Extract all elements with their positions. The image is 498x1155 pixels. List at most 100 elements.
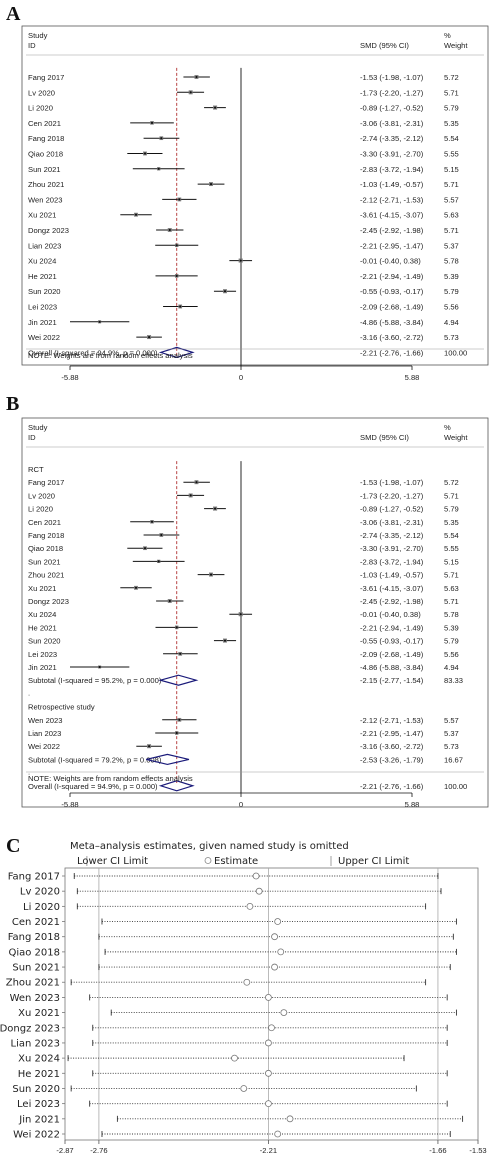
study-ci-text: -2.83 (-3.72, -1.94) <box>360 165 424 174</box>
study-ci-text: -1.03 (-1.49, -0.57) <box>360 571 424 580</box>
study-weight: 5.37 <box>444 729 459 738</box>
study-label: Fang 2017 <box>28 478 64 487</box>
study-weight: 5.71 <box>444 226 459 235</box>
study-point-estimate <box>148 336 151 339</box>
study-ci-text: -3.61 (-4.15, -3.07) <box>360 211 424 220</box>
study-label: He 2021 <box>28 623 57 632</box>
study-label: He 2021 <box>18 1069 60 1080</box>
study-weight: 5.71 <box>444 571 459 580</box>
separator-dot: . <box>28 688 30 697</box>
study-weight: 5.71 <box>444 180 459 189</box>
subtotal-rct-label: Subtotal (I-squared = 95.2%, p = 0.000) <box>28 676 162 685</box>
study-label: Fang 2017 <box>28 73 64 82</box>
study-weight: 5.78 <box>444 610 459 619</box>
study-weight: 5.15 <box>444 557 459 566</box>
study-point-estimate <box>150 520 154 523</box>
study-weight: 5.54 <box>444 134 459 143</box>
study-weight: 5.73 <box>444 742 459 751</box>
study-ci-text: -1.53 (-1.98, -1.07) <box>360 73 424 82</box>
study-weight: 5.55 <box>444 544 459 553</box>
study-label: Zhou 2021 <box>28 571 64 580</box>
study-weight: 4.94 <box>444 663 459 672</box>
overall-label: Overall (I-squared = 94.9%, p = 0.000) <box>28 782 158 791</box>
study-label: Xu 2021 <box>18 1008 60 1019</box>
x-tick-label: -1.66 <box>429 1146 446 1155</box>
study-label: Lian 2023 <box>28 241 61 250</box>
header-id: ID <box>28 433 36 442</box>
overall-ci-text: -2.21 (-2.76, -1.66) <box>360 348 424 357</box>
study-point-estimate <box>214 106 217 109</box>
subtotal-retrospective-ci-text: -2.53 (-3.26, -1.79) <box>360 755 424 764</box>
study-label: Lian 2023 <box>11 1038 60 1049</box>
study-ci-text: -0.89 (-1.27, -0.52) <box>360 505 424 514</box>
study-ci-text: -0.55 (-0.93, -0.17) <box>360 637 424 646</box>
estimate-marker <box>280 1009 288 1016</box>
legend-estimate: Estimate <box>214 856 258 867</box>
estimate-marker <box>268 1024 275 1032</box>
study-point-estimate <box>179 305 182 308</box>
estimate-marker <box>265 1069 272 1077</box>
header-study: Study <box>28 31 48 40</box>
study-ci-text: -2.45 (-2.92, -1.98) <box>360 226 424 235</box>
study-ci-text: -3.16 (-3.60, -2.72) <box>360 333 424 342</box>
study-point-estimate <box>143 152 147 155</box>
study-weight: 5.57 <box>444 716 459 725</box>
study-label: Sun 2020 <box>12 1084 60 1095</box>
study-label: Sun 2021 <box>28 165 61 174</box>
study-ci-text: -2.83 (-3.72, -1.94) <box>360 557 424 566</box>
x-tick-label: -2.87 <box>56 1146 73 1155</box>
study-weight: 5.57 <box>444 195 459 204</box>
study-point-estimate <box>189 494 192 497</box>
study-weight: 5.72 <box>444 478 459 487</box>
study-point-estimate <box>175 731 178 735</box>
estimate-marker <box>243 978 251 986</box>
study-ci-text: -2.45 (-2.92, -1.98) <box>360 597 424 606</box>
study-weight: 5.79 <box>444 505 459 514</box>
subtotal-retrospective-diamond <box>146 753 190 766</box>
sensitivity-panel: Meta–analysis estimates, given named stu… <box>0 841 487 1155</box>
study-ci-text: -3.06 (-3.81, -2.31) <box>360 119 424 128</box>
overall-diamond <box>158 780 195 792</box>
panel-frame <box>21 417 489 808</box>
study-point-estimate <box>98 665 101 669</box>
header-weight-percent: % <box>444 31 451 40</box>
study-ci-text: -0.01 (-0.40, 0.38) <box>360 257 421 266</box>
study-label: Xu 2024 <box>28 610 56 619</box>
estimate-marker <box>274 918 282 925</box>
study-ci-text: -1.53 (-1.98, -1.07) <box>360 478 424 487</box>
study-label: Qiao 2018 <box>28 544 63 553</box>
study-ci-text: -2.21 (-2.94, -1.49) <box>360 623 424 632</box>
study-label: Wei 2022 <box>28 333 60 342</box>
subtotal-retrospective-weight: 16.67 <box>444 755 463 764</box>
study-weight: 5.35 <box>444 518 459 527</box>
x-tick-label: -5.88 <box>61 800 78 809</box>
estimate-marker <box>240 1085 248 1092</box>
study-weight: 5.71 <box>444 491 459 500</box>
study-ci-text: -4.86 (-5.88, -3.84) <box>360 318 424 327</box>
study-label: Lv 2020 <box>28 491 55 500</box>
overall-weight: 100.00 <box>444 782 467 791</box>
study-label: Jin 2021 <box>18 1114 60 1125</box>
study-point-estimate <box>160 137 163 140</box>
study-weight: 5.79 <box>444 287 459 296</box>
study-weight: 5.54 <box>444 531 459 540</box>
study-point-estimate <box>168 228 171 232</box>
panel-frame <box>21 25 489 366</box>
study-label: Lei 2023 <box>28 650 57 659</box>
header-study: Study <box>28 423 48 432</box>
study-label: Cen 2021 <box>28 119 61 128</box>
study-weight: 5.15 <box>444 165 459 174</box>
study-ci-text: -2.74 (-3.35, -2.12) <box>360 134 424 143</box>
study-label: Wen 2023 <box>28 716 62 725</box>
study-point-estimate <box>239 613 242 616</box>
study-point-estimate <box>223 290 227 293</box>
estimate-marker <box>255 887 263 895</box>
study-point-estimate <box>223 639 227 642</box>
study-weight: 5.71 <box>444 88 459 97</box>
study-weight: 5.63 <box>444 584 459 593</box>
study-label: Lei 2023 <box>17 1099 60 1110</box>
sensitivity-title: Meta–analysis estimates, given named stu… <box>70 841 349 852</box>
study-ci-text: -2.74 (-3.35, -2.12) <box>360 531 424 540</box>
overall-ci-text: -2.21 (-2.76, -1.66) <box>360 782 424 791</box>
